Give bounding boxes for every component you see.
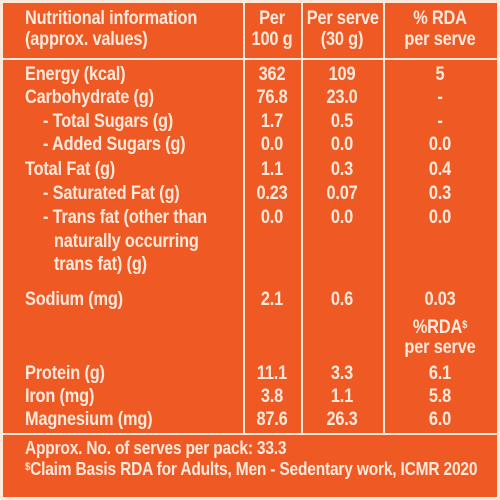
row-rda: 0.0 <box>428 207 452 228</box>
row-per100: 0.0 <box>260 134 284 155</box>
row-perserve: 0.3 <box>330 159 354 180</box>
row-rda: 5 <box>435 64 445 85</box>
row-perserve: 23.0 <box>326 87 358 108</box>
rda-subheader-line1: %RDA$ <box>391 317 489 338</box>
row-per100: 362 <box>258 64 286 85</box>
claim-note: $Claim Basis RDA for Adults, Men - Seden… <box>25 460 477 479</box>
row-per100: 2.1 <box>260 289 284 310</box>
row-perserve: 1.1 <box>330 386 354 407</box>
header-perserve-line2: (30 g) <box>320 29 364 50</box>
rda-subheader-line2: per serve <box>404 337 476 358</box>
row-perserve: 26.3 <box>326 409 358 430</box>
row-rda: - <box>437 111 443 132</box>
header-rda-line2: per serve <box>404 29 476 50</box>
row-rda: 5.8 <box>428 386 452 407</box>
row-label: Iron (mg) <box>25 386 95 407</box>
row-label: - Saturated Fat (g) <box>43 183 180 204</box>
column-divider <box>243 3 245 433</box>
row-label: Magnesium (mg) <box>25 409 153 430</box>
row-label: Carbohydrate (g) <box>25 87 154 108</box>
header-perserve-line1: Per serve <box>306 8 379 29</box>
row-perserve: 0.5 <box>330 111 354 132</box>
rda-subheader-text: %RDA <box>412 317 463 338</box>
row-perserve: 0.0 <box>330 134 354 155</box>
row-label: - Trans fat (other than <box>43 207 208 228</box>
row-per100: 0.23 <box>256 183 288 204</box>
claim-sup: $ <box>25 461 31 473</box>
row-per100: 87.6 <box>256 409 288 430</box>
row-label-continued: naturally occurring <box>54 231 199 252</box>
row-rda: 0.03 <box>424 289 456 310</box>
row-perserve: 0.6 <box>330 289 354 310</box>
row-label: - Total Sugars (g) <box>43 111 174 132</box>
row-rda: 0.4 <box>428 159 452 180</box>
claim-text: Claim Basis RDA for Adults, Men - Sedent… <box>30 459 478 479</box>
row-rda: - <box>437 87 443 108</box>
row-label: - Added Sugars (g) <box>43 134 186 155</box>
row-per100: 1.1 <box>260 159 284 180</box>
row-label: Energy (kcal) <box>25 64 126 85</box>
row-per100: 76.8 <box>256 87 288 108</box>
row-perserve: 0.07 <box>326 183 358 204</box>
row-label: Total Fat (g) <box>25 159 116 180</box>
header-rda-line1: % RDA <box>413 8 467 29</box>
row-rda: 0.3 <box>428 183 452 204</box>
header-per100-line1: Per <box>259 8 285 29</box>
row-perserve: 0.0 <box>330 207 354 228</box>
row-perserve: 109 <box>328 64 356 85</box>
rda-subheader-sup: $ <box>462 319 468 331</box>
header-per100-line2: 100 g <box>251 29 293 50</box>
header-divider <box>3 58 497 60</box>
row-label: Protein (g) <box>25 363 105 384</box>
row-rda: 6.1 <box>428 363 452 384</box>
row-rda: 0.0 <box>428 134 452 155</box>
row-per100: 11.1 <box>256 363 288 384</box>
row-per100: 1.7 <box>260 111 284 132</box>
column-divider <box>301 3 303 433</box>
row-per100: 3.8 <box>260 386 284 407</box>
footer-divider <box>3 433 497 435</box>
row-label-continued: trans fat) (g) <box>54 254 147 275</box>
row-perserve: 3.3 <box>330 363 354 384</box>
column-divider <box>383 3 385 433</box>
row-per100: 0.0 <box>260 207 284 228</box>
row-rda: 6.0 <box>428 409 452 430</box>
row-label: Sodium (mg) <box>25 289 123 310</box>
header-label-line2: (approx. values) <box>25 29 148 50</box>
header-label-line1: Nutritional information <box>25 8 198 29</box>
serves-per-pack: Approx. No. of serves per pack: 33.3 <box>25 438 287 458</box>
